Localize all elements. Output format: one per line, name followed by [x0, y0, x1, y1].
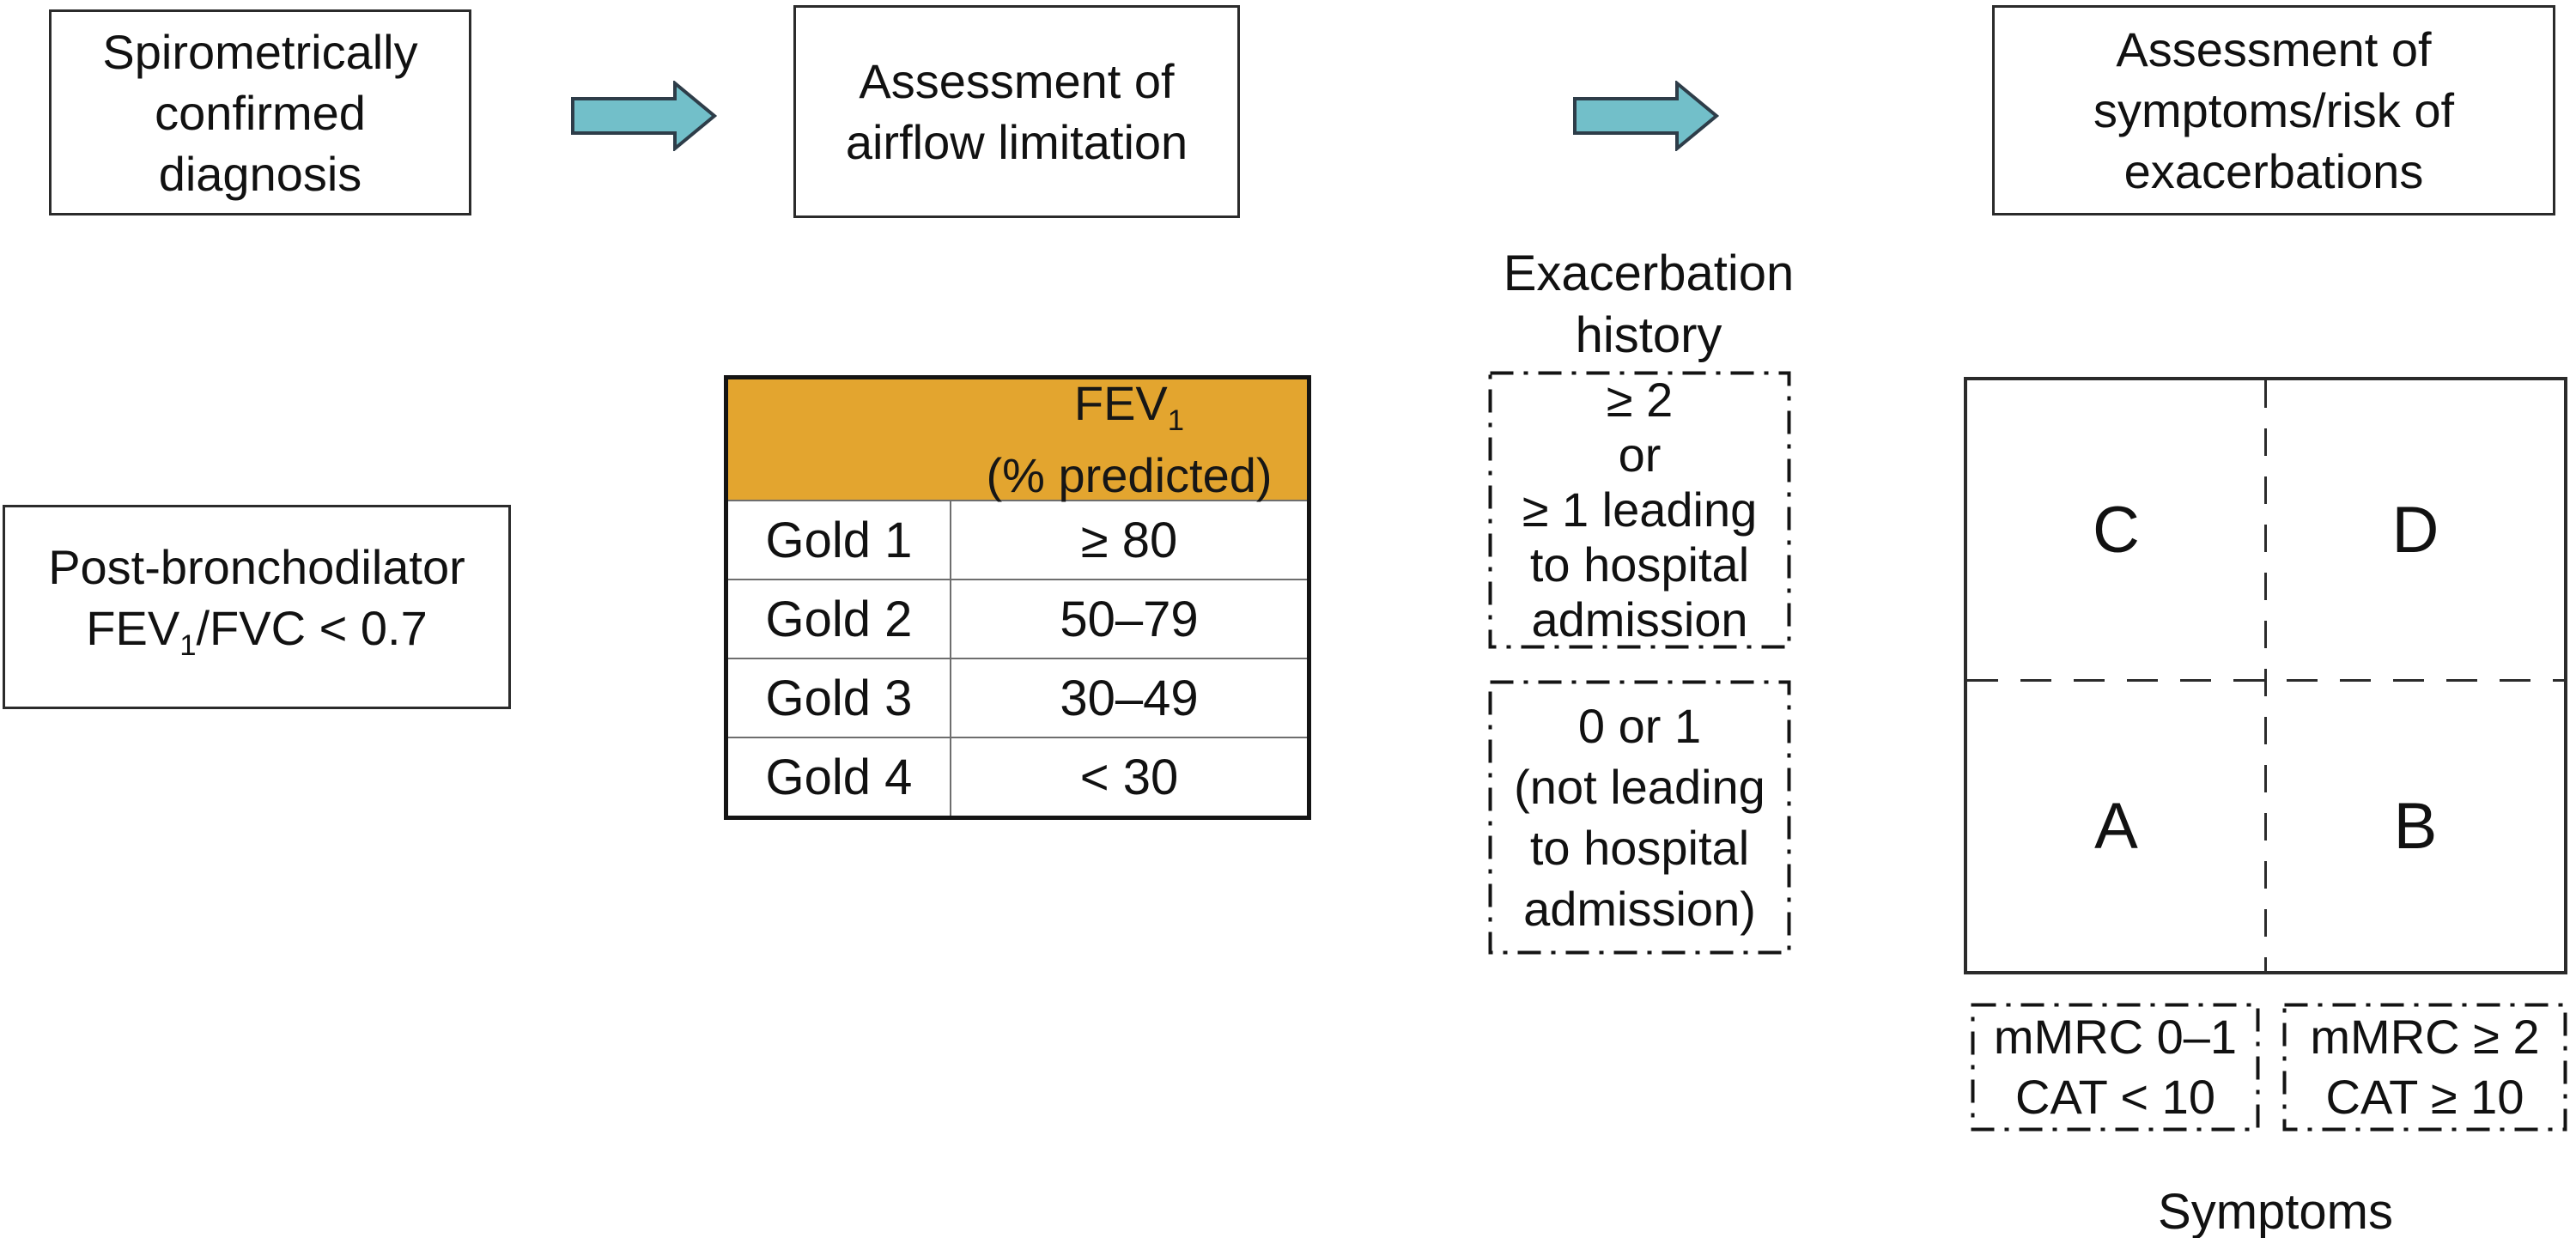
flow-step-line: symptoms/risk of: [2093, 83, 2455, 137]
exacerbation-history-label: Exacerbation history: [1451, 243, 1846, 367]
exacerbation-low-risk-box: 0 or 1 (not leading to hospital admissio…: [1488, 680, 1791, 955]
risk-line: to hospital: [1529, 821, 1750, 875]
risk-line: ≥ 1 leading: [1522, 482, 1758, 537]
table-header-title: FEV1 (% predicted): [951, 376, 1307, 503]
exacerbation-history-line: Exacerbation: [1503, 246, 1795, 301]
table-cell-value: 30–49: [950, 659, 1307, 737]
flow-step-symptoms-risk-box: Assessment of symptoms/risk of exacerbat…: [1992, 5, 2555, 215]
flow-step-airflow-box: Assessment of airflow limitation: [793, 5, 1240, 218]
quadrant-c: C: [2093, 494, 2140, 567]
dash-dot-border: [2282, 1003, 2567, 1132]
table-cell-value: ≥ 80: [950, 501, 1307, 579]
quadrant-d: D: [2391, 494, 2439, 567]
abcd-quadrant-grid: C D A B: [1964, 377, 2567, 974]
quadrant-a: A: [2094, 790, 2138, 863]
table-row: Gold 1 ≥ 80: [728, 500, 1307, 579]
gold-grade-table: FEV1 (% predicted) Gold 1 ≥ 80 Gold 2 50…: [724, 375, 1311, 820]
symptom-low-box: mMRC 0–1 CAT < 10: [1971, 1003, 2260, 1132]
risk-line: or: [1618, 428, 1662, 482]
dash-dot-border: [1971, 1003, 2260, 1132]
symptom-line: CAT < 10: [2015, 1070, 2215, 1124]
dash-dot-border: [1488, 680, 1791, 955]
symptoms-axis-label: Symptoms: [2158, 1184, 2393, 1238]
exacerbation-low-risk-text: 0 or 1 (not leading to hospital admissio…: [1488, 680, 1791, 955]
table-header: FEV1 (% predicted): [728, 376, 1307, 503]
quadrant-b: B: [2393, 790, 2438, 863]
risk-line: admission): [1523, 882, 1756, 936]
flow-step-line: Assessment of: [2116, 22, 2432, 76]
symptom-low-text: mMRC 0–1 CAT < 10: [1971, 1003, 2260, 1132]
criteria-line: FEV1/FVC < 0.7: [86, 598, 427, 677]
exacerbation-history-line: history: [1575, 307, 1722, 363]
risk-line: admission: [1531, 592, 1748, 646]
risk-line: ≥ 2: [1606, 373, 1674, 427]
table-row: Gold 2 50–79: [728, 579, 1307, 658]
table-row: Gold 4 < 30: [728, 737, 1307, 816]
table-cell-grade: Gold 1: [765, 512, 913, 568]
arrow-right-icon: [570, 79, 718, 153]
table-row: Gold 3 30–49: [728, 658, 1307, 737]
post-bronchodilator-criteria-box: Post-bronchodilator FEV1/FVC < 0.7: [3, 505, 511, 709]
fev-subscript: 1: [1167, 404, 1185, 438]
table-header-line2: (% predicted): [986, 448, 1273, 503]
fev-text: FEV: [86, 601, 180, 656]
symptom-high-text: mMRC ≥ 2 CAT ≥ 10: [2282, 1003, 2567, 1132]
table-cell-grade: Gold 4: [765, 749, 913, 805]
table-cell-grade: Gold 3: [765, 670, 913, 726]
flow-step-diagnosis-box: Spirometrically confirmed diagnosis: [49, 9, 471, 215]
fvc-ratio-text: /FVC < 0.7: [196, 601, 428, 656]
flow-step-line: confirmed: [155, 85, 366, 140]
flow-step-line: Assessment of: [859, 54, 1175, 108]
table-cell-value: < 30: [950, 738, 1307, 816]
arrow-right-icon: [1572, 79, 1720, 153]
risk-line: (not leading: [1514, 760, 1765, 814]
table-cell-value: 50–79: [950, 580, 1307, 658]
table-header-line1: FEV1: [951, 376, 1307, 448]
fev-text: FEV: [1073, 375, 1168, 430]
flow-step-line: airflow limitation: [845, 115, 1188, 169]
symptom-line: CAT ≥ 10: [2325, 1070, 2524, 1124]
fev-subscript: 1: [179, 629, 197, 663]
exacerbation-high-risk-text: ≥ 2 or ≥ 1 leading to hospital admission: [1488, 371, 1791, 649]
flow-step-line: exacerbations: [2123, 144, 2424, 198]
risk-line: 0 or 1: [1577, 699, 1702, 753]
symptom-line: mMRC ≥ 2: [2310, 1010, 2540, 1064]
quadrant-dashed-dividers: [1967, 380, 2564, 971]
flow-step-line: diagnosis: [158, 146, 362, 201]
table-cell-grade: Gold 2: [765, 591, 913, 647]
symptom-line: mMRC 0–1: [1993, 1010, 2238, 1064]
flow-step-line: Spirometrically: [102, 24, 418, 79]
symptom-high-box: mMRC ≥ 2 CAT ≥ 10: [2282, 1003, 2567, 1132]
risk-line: to hospital: [1529, 537, 1750, 592]
dash-dot-border: [1488, 371, 1791, 649]
criteria-line: Post-bronchodilator: [48, 540, 465, 595]
exacerbation-high-risk-box: ≥ 2 or ≥ 1 leading to hospital admission: [1488, 371, 1791, 649]
